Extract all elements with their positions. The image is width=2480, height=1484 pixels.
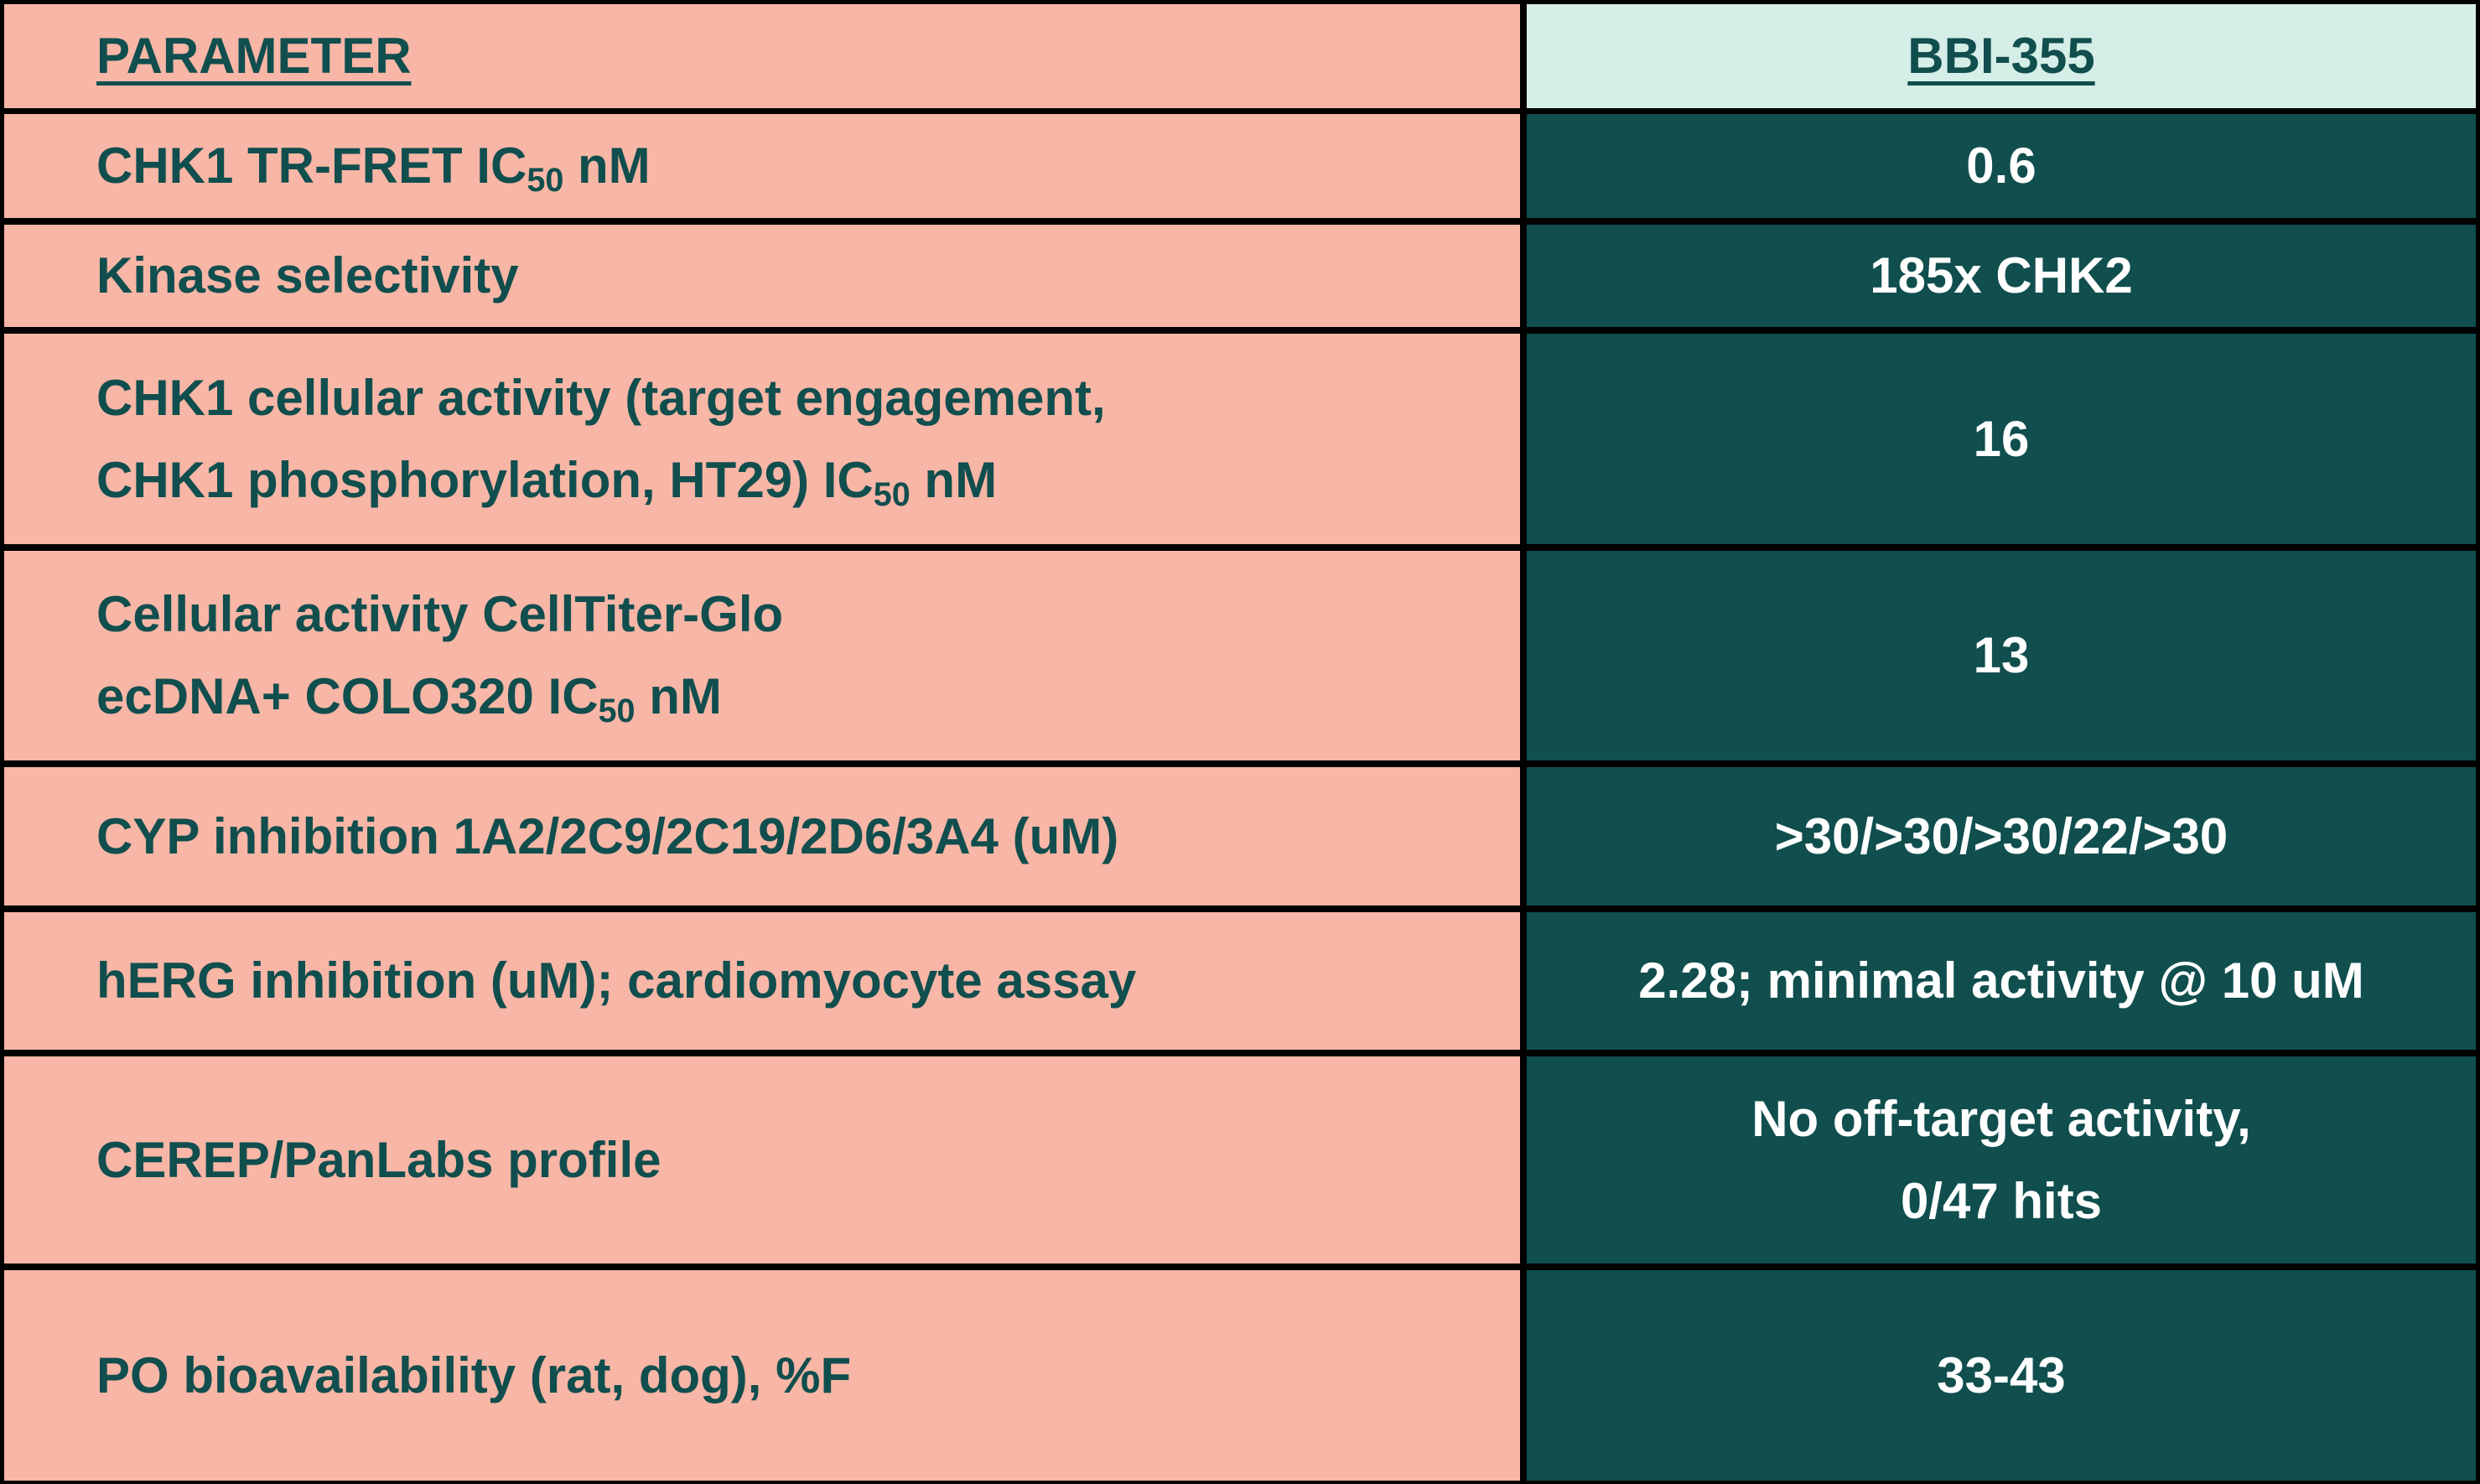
text: 2.28; minimal activity @ 10 uM	[1638, 952, 2364, 1009]
subscript: 50	[527, 161, 564, 199]
text-line: No off-target activity,	[1751, 1078, 2251, 1160]
parameter-cell: Cellular activity CellTiter-Glo ecDNA+ CO…	[4, 551, 1520, 760]
text: >30/>30/>30/22/>30	[1774, 807, 2228, 864]
text-line: Kinase selectivity	[96, 235, 519, 317]
value-cell: 16	[1527, 334, 2476, 544]
text: 0.6	[1966, 138, 2036, 194]
text: CYP inhibition 1A2/2C9/2C19/2D6/3A4 (uM)	[96, 807, 1119, 864]
value-cell: 185x CHK2	[1527, 225, 2476, 327]
text-line: CYP inhibition 1A2/2C9/2C19/2D6/3A4 (uM)	[96, 796, 1118, 878]
text-line: 0/47 hits	[1901, 1160, 2102, 1243]
header-cell: BBI-355	[1527, 4, 2476, 108]
value-cell: 13	[1527, 551, 2476, 760]
text: nM	[563, 138, 651, 194]
text-line: CHK1 phosphorylation, HT29) IC50 nM	[96, 439, 997, 521]
text-line: CEREP/PanLabs profile	[96, 1119, 661, 1201]
text: No off-target activity,	[1751, 1090, 2251, 1147]
text: nM	[635, 668, 722, 724]
text: PO bioavailability (rat, dog), %F	[96, 1346, 852, 1404]
parameter-cell: Kinase selectivity	[4, 225, 1520, 327]
text: 16	[1973, 410, 2030, 467]
text-line: 2.28; minimal activity @ 10 uM	[1638, 940, 2364, 1022]
text: hERG inhibition (uM); cardiomyocyte assa…	[96, 952, 1137, 1009]
text-line: hERG inhibition (uM); cardiomyocyte assa…	[96, 940, 1136, 1022]
text-line: ecDNA+ COLO320 IC50 nM	[96, 656, 722, 738]
subscript: 50	[873, 475, 911, 513]
text-line: 16	[1974, 398, 2030, 480]
text-line: 13	[1974, 615, 2030, 697]
text: 185x CHK2	[1870, 247, 2133, 304]
value-cell: 2.28; minimal activity @ 10 uM	[1527, 912, 2476, 1050]
text: CHK1 TR-FRET IC	[96, 138, 527, 194]
value-cell: >30/>30/>30/22/>30	[1527, 767, 2476, 905]
text: ecDNA+ COLO320 IC	[96, 668, 599, 724]
text: Kinase selectivity	[96, 247, 519, 304]
text-line: CHK1 cellular activity (target engagemen…	[96, 357, 1106, 439]
text-line: 0.6	[1966, 125, 2036, 207]
text: 33-43	[1937, 1346, 2066, 1404]
text: CHK1 cellular activity (target engagemen…	[96, 369, 1106, 426]
parameter-cell: CEREP/PanLabs profile	[4, 1056, 1520, 1263]
parameter-cell: hERG inhibition (uM); cardiomyocyte assa…	[4, 912, 1520, 1050]
header-text: BBI-355	[1907, 28, 2095, 84]
value-cell: No off-target activity, 0/47 hits	[1527, 1056, 2476, 1263]
header-text: PARAMETER	[96, 28, 412, 84]
text: Cellular activity CellTiter-Glo	[96, 586, 784, 642]
text: 0/47 hits	[1900, 1172, 2103, 1229]
parameter-cell: CYP inhibition 1A2/2C9/2C19/2D6/3A4 (uM)	[4, 767, 1520, 905]
text: CHK1 phosphorylation, HT29) IC	[96, 451, 874, 508]
header-cell: PARAMETER	[4, 4, 1520, 108]
value-cell: 0.6	[1527, 114, 2476, 218]
text-line: PO bioavailability (rat, dog), %F	[96, 1335, 851, 1417]
text-line: Cellular activity CellTiter-Glo	[96, 573, 783, 656]
text-line: >30/>30/>30/22/>30	[1775, 796, 2228, 878]
text-line: 33-43	[1937, 1335, 2065, 1417]
text-line: CHK1 TR-FRET IC50 nM	[96, 125, 651, 207]
parameter-cell: PO bioavailability (rat, dog), %F	[4, 1270, 1520, 1481]
text-line: 185x CHK2	[1870, 235, 2133, 317]
text: nM	[910, 451, 998, 508]
value-cell: 33-43	[1527, 1270, 2476, 1481]
parameter-cell: CHK1 TR-FRET IC50 nM	[4, 114, 1520, 218]
text: CEREP/PanLabs profile	[96, 1131, 662, 1188]
subscript: 50	[598, 692, 636, 729]
text: 13	[1973, 627, 2030, 683]
parameter-cell: CHK1 cellular activity (target engagemen…	[4, 334, 1520, 544]
